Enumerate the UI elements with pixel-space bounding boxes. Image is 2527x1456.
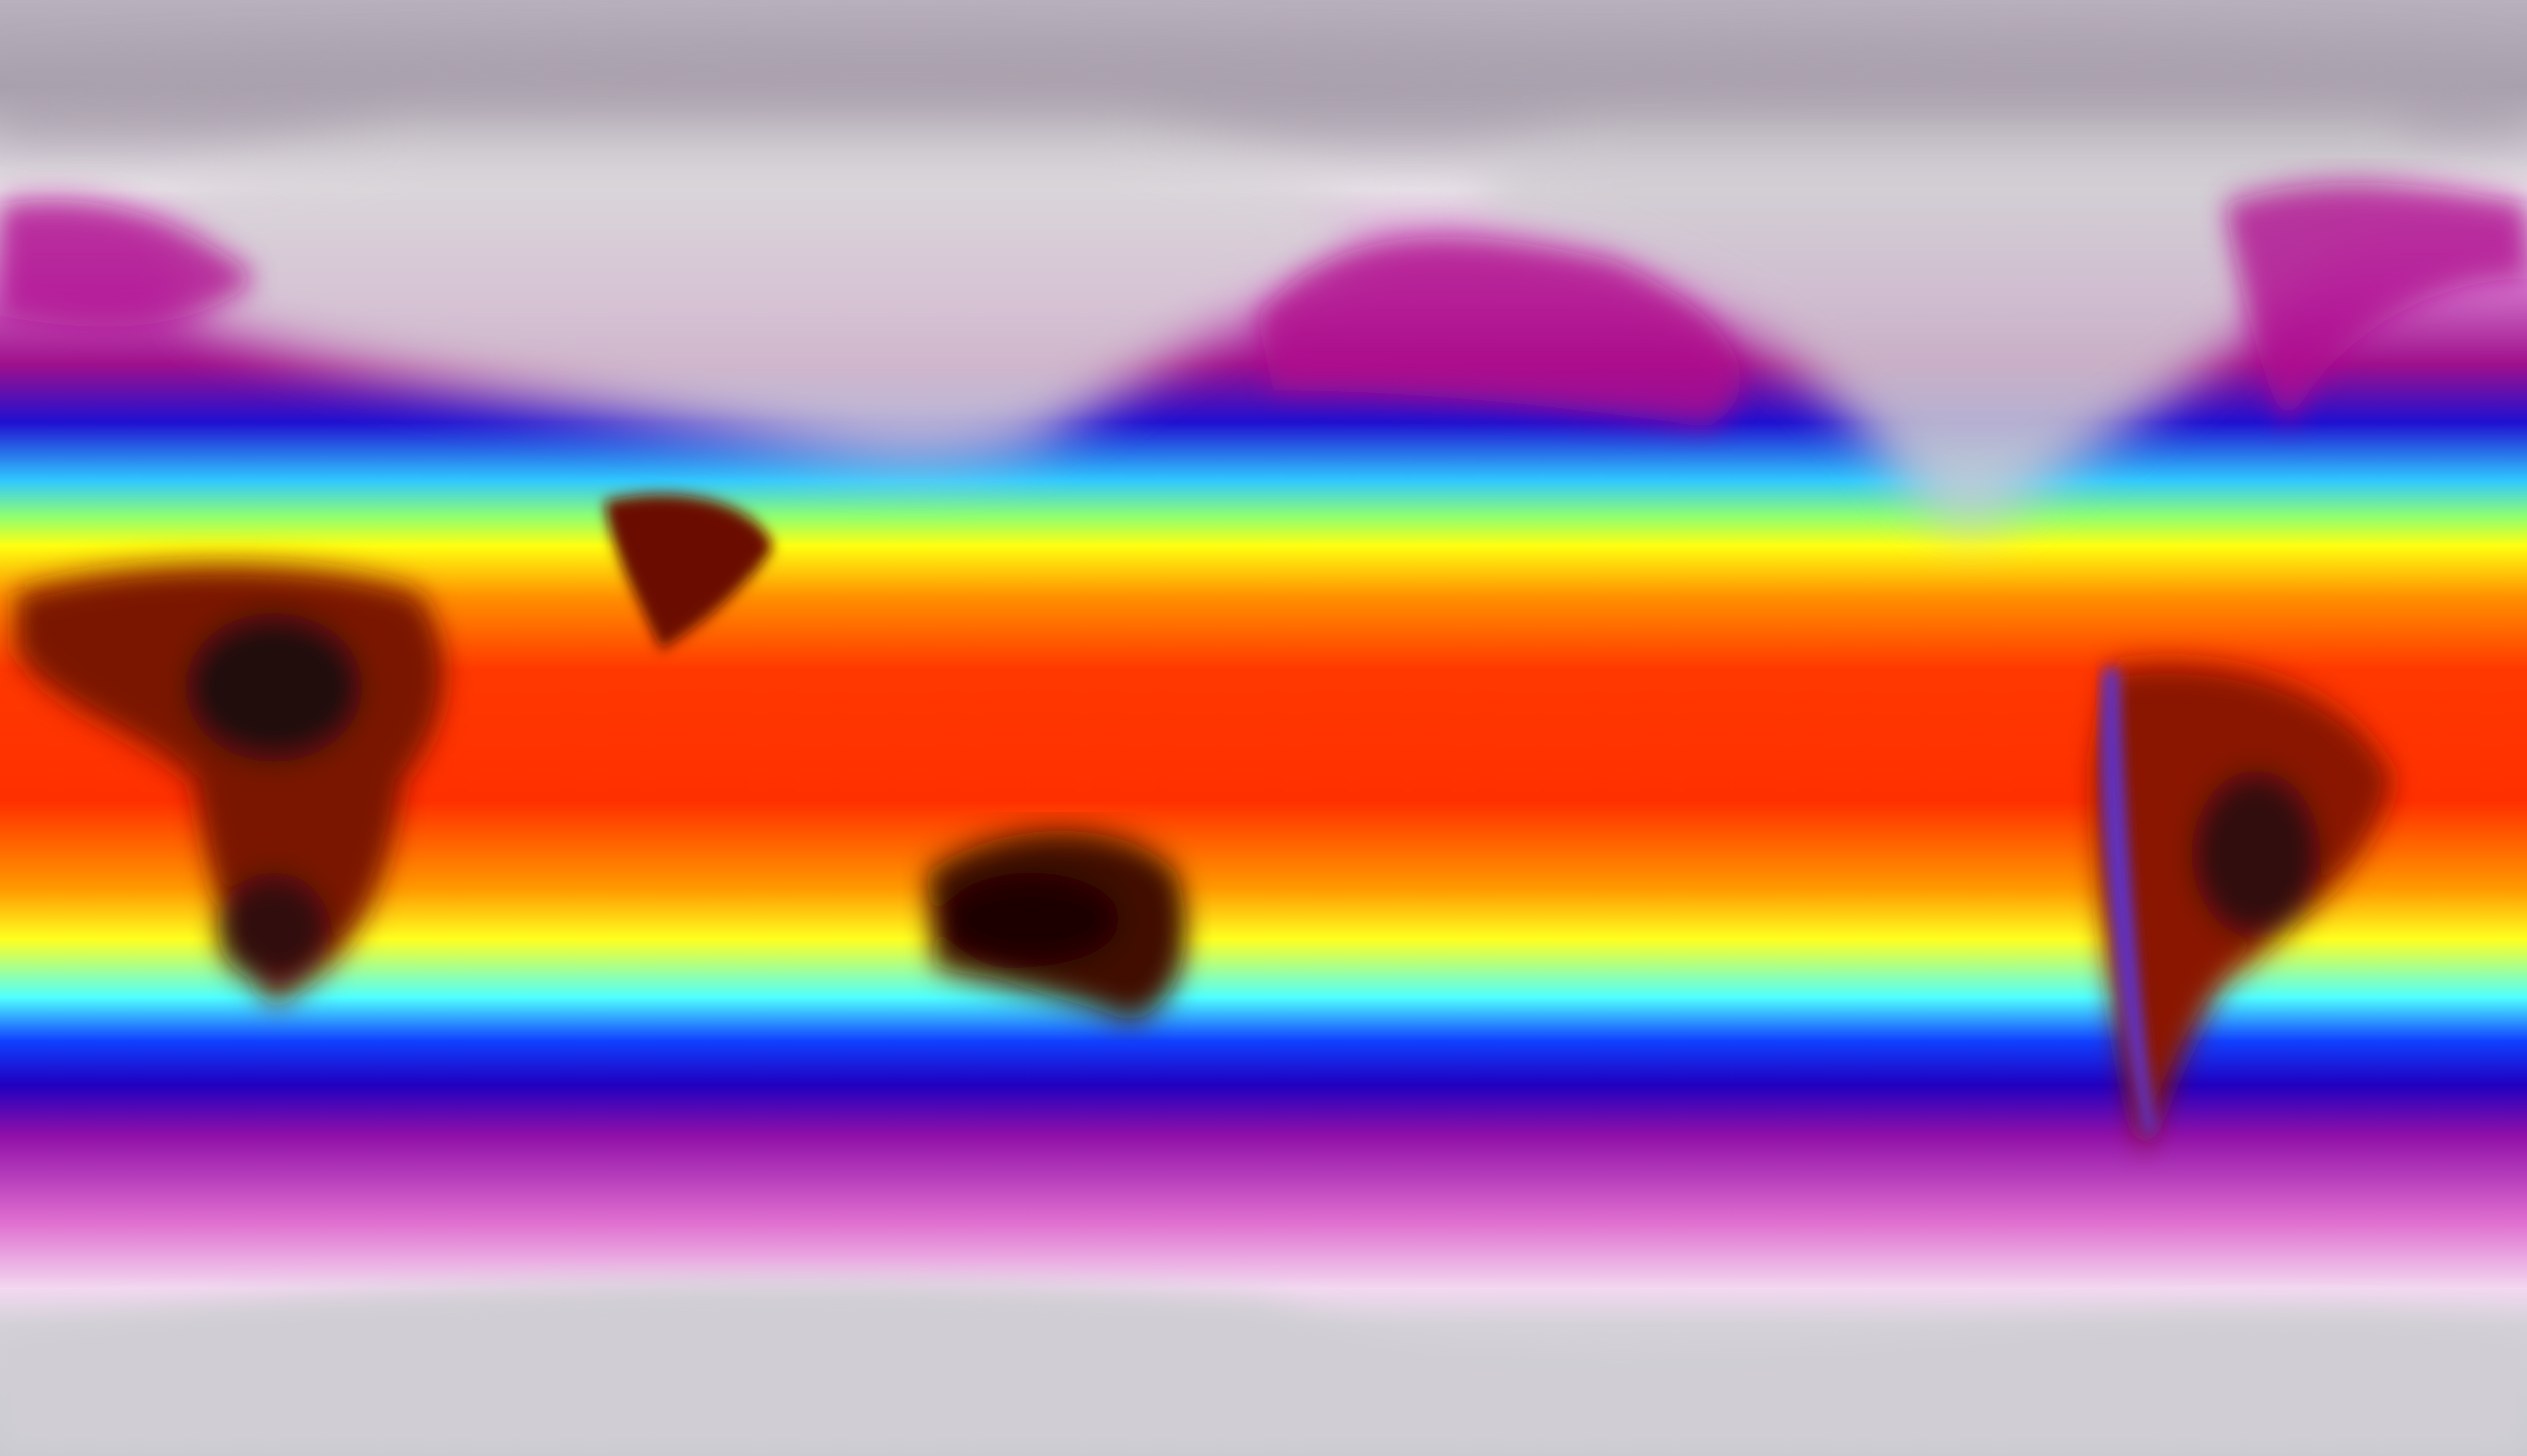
northern-land-cold bbox=[0, 46, 2527, 529]
antarctica-cold bbox=[0, 1281, 2527, 1456]
cold-air-tongues bbox=[0, 182, 2527, 428]
andes-cold bbox=[2101, 668, 2157, 1133]
india-hot bbox=[604, 494, 774, 650]
australia-hot bbox=[926, 831, 1186, 1022]
africa-hot bbox=[16, 566, 444, 1003]
south-america-hot bbox=[2095, 664, 2394, 1152]
